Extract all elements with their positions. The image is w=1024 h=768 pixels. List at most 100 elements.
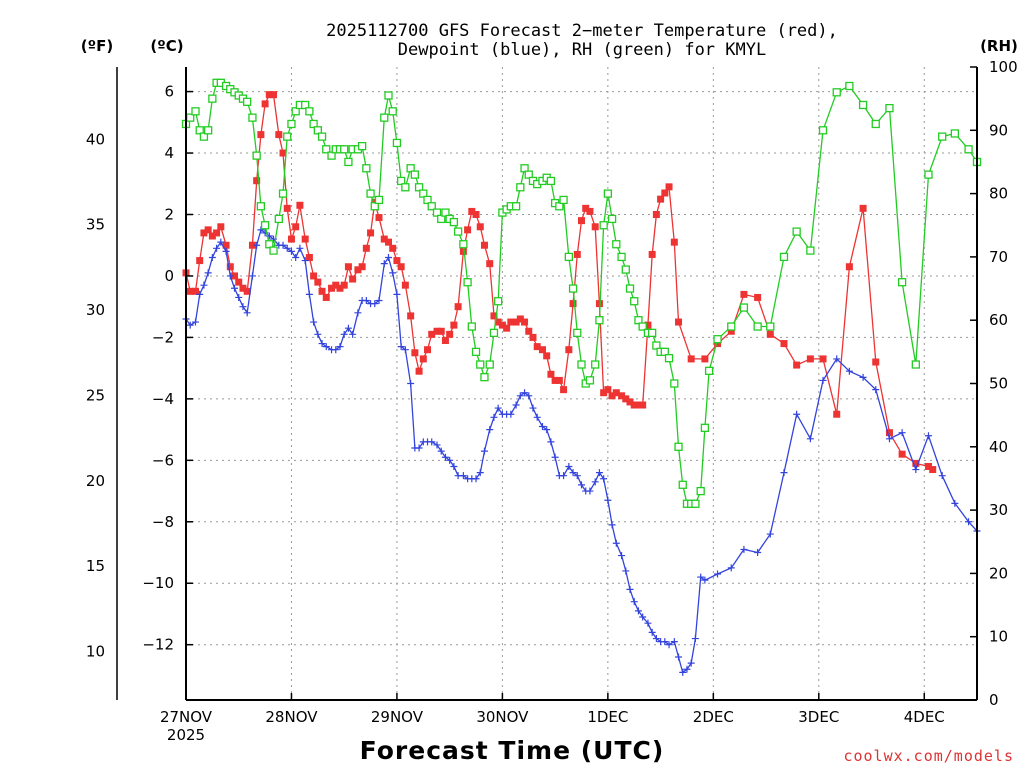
celsius-tick-label: 0 (164, 267, 174, 285)
rh-point (696, 486, 705, 496)
temperature-point (253, 177, 261, 185)
rh-point (727, 322, 736, 331)
temperature-point (407, 312, 415, 320)
celsius-tick-label: 2 (164, 205, 174, 223)
rh-tick-label: 70 (989, 248, 1008, 266)
temperature-point (503, 324, 511, 332)
temperature-point (622, 395, 630, 403)
rh-point (291, 107, 300, 116)
fahrenheit-tick-label: 25 (86, 386, 105, 404)
temperature-point (336, 284, 344, 292)
temperature-point (384, 238, 392, 246)
temperature-point (586, 207, 594, 215)
dewpoint-point (279, 241, 287, 249)
temperature-point (806, 355, 814, 363)
rh-point (739, 303, 749, 312)
dewpoint-point (433, 441, 441, 449)
temperature-point (644, 321, 652, 329)
temperature-point (450, 321, 458, 329)
temperature-point (265, 91, 273, 99)
temperature-point (222, 241, 230, 249)
temperature-point (415, 367, 423, 375)
rh-point (313, 126, 322, 135)
dewpoint-point (924, 432, 932, 440)
temperature-point (213, 229, 221, 237)
dewpoint-point (397, 343, 405, 351)
rh-point (691, 499, 700, 508)
temperature-point (226, 263, 234, 271)
temperature-point (310, 272, 318, 280)
rh-point (195, 126, 204, 135)
rh-point (753, 322, 762, 331)
rh-point (621, 265, 630, 274)
temperature-point (634, 401, 642, 409)
dewpoint-point (490, 413, 498, 421)
rh-point (366, 189, 375, 198)
rh-point (779, 252, 789, 262)
temperature-point (231, 272, 239, 280)
temperature-point (555, 376, 563, 384)
temperature-point (472, 210, 480, 218)
dewpoint-point (371, 300, 379, 308)
dewpoint-point (573, 472, 581, 480)
dewpoint-point (912, 466, 920, 474)
dewpoint-point (437, 447, 445, 455)
rh-point (191, 107, 200, 116)
rh-point (938, 132, 947, 141)
temperature-point (239, 284, 247, 292)
dewpoint-point (691, 635, 699, 643)
rh-point (322, 145, 331, 154)
rh-point (384, 91, 393, 100)
rh-point (559, 195, 568, 205)
rh-point (265, 240, 274, 249)
dewpoint-point (560, 472, 568, 480)
rh-point (845, 81, 854, 91)
dewpoint-point (612, 539, 620, 547)
temperature-point (793, 361, 801, 369)
dewpoint-point (322, 343, 330, 351)
rh-point (252, 151, 261, 160)
rh-tick-label: 10 (989, 628, 1008, 646)
temperature-point (354, 266, 362, 274)
temperature-point (433, 327, 441, 335)
temperature-point (612, 389, 620, 397)
dewpoint-point (683, 665, 691, 673)
celsius-tick-label: −10 (142, 574, 174, 592)
dewpoint-point (226, 272, 234, 280)
dewpoint-point (196, 290, 204, 298)
dewpoint-point (257, 226, 265, 234)
rh-point (489, 328, 499, 338)
dewpoint-point (626, 585, 634, 593)
dewpoint-point (235, 293, 243, 301)
dewpoint-point (951, 499, 959, 507)
x-tick-label: 3DEC (798, 708, 839, 726)
temperature-point (872, 358, 880, 366)
axes: 6420−2−4−6−8−10−124035302520151010090807… (86, 58, 1018, 744)
rh-tick-label: 90 (989, 121, 1008, 139)
rh-point (494, 297, 503, 306)
rh-point (397, 176, 406, 186)
rh-point (818, 126, 828, 135)
dewpoint-point (375, 297, 383, 305)
temperature-point (665, 183, 673, 191)
dewpoint-point (569, 469, 577, 477)
temperature-point (328, 284, 336, 292)
dewpoint-point (401, 346, 409, 354)
dewpoint-point (243, 309, 251, 317)
rh-point (832, 88, 841, 97)
dewpoint-point (507, 410, 515, 418)
rh-point (520, 164, 529, 173)
temperature-point (898, 450, 906, 458)
dewpoint-point (200, 281, 208, 289)
fahrenheit-tick-label: 35 (86, 216, 105, 234)
dewpoint-point (380, 260, 388, 268)
dewpoint-point (634, 607, 642, 615)
x-tick-label: 2DEC (693, 708, 734, 726)
dewpoint-point (253, 241, 261, 249)
dewpoint-point (679, 668, 687, 676)
dewpoint-point (600, 475, 608, 483)
dewpoint-point (344, 324, 352, 332)
rh-point (370, 202, 379, 211)
temperature-point (389, 244, 397, 252)
